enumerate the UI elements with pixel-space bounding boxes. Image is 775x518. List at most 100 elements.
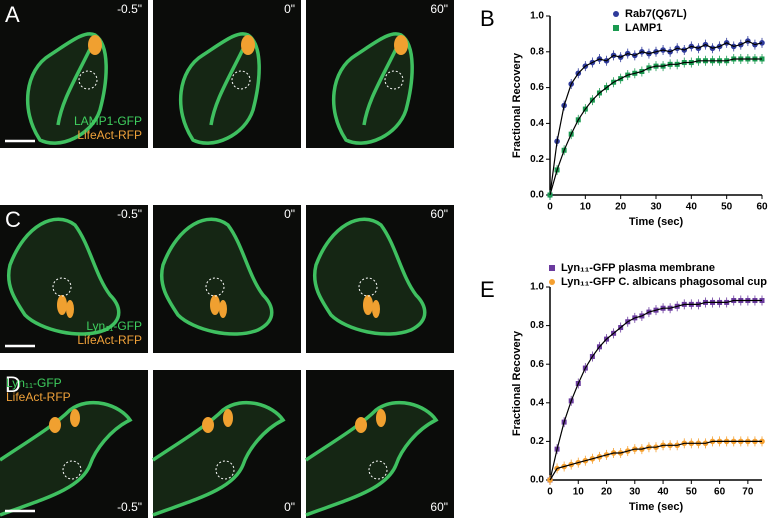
y-tick-label: 0.2 (530, 436, 544, 447)
actin-signal (70, 409, 80, 427)
panel-letter: C (5, 207, 21, 232)
bleach-roi (52, 277, 72, 297)
actin-signal (66, 300, 74, 318)
x-tick-label: 50 (721, 202, 733, 213)
cell-outline (179, 32, 261, 145)
x-tick-label: 30 (650, 202, 662, 213)
cell-image (26, 32, 108, 145)
actin-signal (49, 417, 61, 433)
legend-label: Rab7(Q67L) (625, 8, 687, 20)
x-tick-label: 70 (742, 487, 754, 498)
timestamp: 0" (284, 2, 295, 16)
channel-label: Lyn₁₁-GFP (86, 319, 142, 333)
x-tick-label: 50 (686, 487, 698, 498)
bleach-roi (368, 460, 388, 480)
bleach-roi (215, 460, 235, 480)
timestamp: 60" (430, 500, 448, 514)
timestamp: 0" (284, 207, 295, 221)
channel-label: LifeAct-RFP (77, 333, 142, 347)
cell-outline (7, 217, 121, 336)
timestamp: 60" (430, 207, 448, 221)
image-tile (153, 205, 301, 353)
y-axis-label: Fractional Recovery (511, 52, 523, 158)
timestamp: -0.5" (117, 500, 142, 514)
x-axis-label: Time (sec) (629, 501, 684, 513)
legend-marker (613, 25, 619, 31)
cell-image (7, 217, 121, 336)
cell-image (152, 400, 286, 517)
y-tick-label: 0.6 (530, 359, 544, 370)
actin-signal (372, 300, 380, 318)
image-tile (0, 0, 148, 148)
timestamp: -0.5" (117, 207, 142, 221)
image-tile (0, 205, 148, 353)
cell-image (0, 400, 133, 517)
panel-letter: B (480, 6, 495, 31)
y-tick-label: 0.0 (530, 190, 544, 201)
bleach-roi (384, 70, 404, 90)
y-tick-label: 0.0 (530, 475, 544, 486)
timestamp: 0" (284, 500, 295, 514)
legend-marker (549, 265, 555, 271)
y-tick-label: 0.8 (530, 320, 544, 331)
actin-signal (223, 409, 233, 427)
x-tick-label: 60 (714, 487, 726, 498)
image-tile (153, 0, 301, 148)
cell-image (179, 32, 261, 145)
y-axis-label: Fractional Recovery (511, 330, 523, 436)
cell-image (305, 400, 439, 517)
timestamp: -0.5" (117, 2, 142, 16)
x-tick-label: 40 (658, 487, 670, 498)
y-tick-label: 0.6 (530, 82, 544, 93)
fit-curve (549, 58, 762, 196)
y-tick-label: 1.0 (530, 282, 544, 293)
actin-signal (88, 35, 102, 55)
cell-outline (160, 217, 274, 336)
x-tick-label: 10 (573, 487, 585, 498)
legend-label: Lyn₁₁-GFP plasma membrane (561, 262, 715, 274)
x-axis-label: Time (sec) (629, 216, 684, 228)
timestamp: 60" (430, 2, 448, 16)
panel-letter: D (5, 372, 21, 397)
bleach-roi (205, 277, 225, 297)
y-tick-label: 0.8 (530, 46, 544, 57)
y-tick-label: 0.4 (530, 118, 544, 129)
y-tick-label: 1.0 (530, 11, 544, 22)
legend-label: Lyn₁₁-GFP C. albicans phagosomal cup (561, 276, 767, 288)
legend-marker (549, 279, 555, 285)
actin-signal (241, 35, 255, 55)
actin-signal (219, 300, 227, 318)
channel-label: LifeAct-RFP (6, 390, 71, 404)
cell-outline (313, 217, 427, 336)
bleach-roi (231, 70, 251, 90)
channel-label: LifeAct-RFP (77, 128, 142, 142)
cell-image (160, 217, 274, 336)
x-tick-label: 40 (686, 202, 698, 213)
actin-signal (202, 417, 214, 433)
legend-marker (613, 11, 619, 17)
actin-signal (376, 409, 386, 427)
cell-image (332, 32, 414, 145)
bleach-roi (62, 460, 82, 480)
x-tick-label: 0 (547, 487, 553, 498)
x-tick-label: 10 (580, 202, 592, 213)
panel-letter: A (5, 2, 20, 27)
image-tile (306, 205, 454, 353)
image-tile (306, 0, 454, 148)
channel-label: LAMP1-GFP (74, 114, 142, 128)
actin-signal (355, 417, 367, 433)
x-tick-label: 20 (615, 202, 627, 213)
fit-curve (549, 40, 763, 196)
x-tick-label: 30 (629, 487, 641, 498)
actin-signal (57, 295, 67, 315)
y-tick-label: 0.4 (530, 397, 544, 408)
x-tick-label: 20 (601, 487, 613, 498)
actin-signal (394, 35, 408, 55)
actin-signal (210, 295, 220, 315)
fit-curve (549, 440, 762, 481)
fit-curve (549, 299, 762, 481)
y-tick-label: 0.2 (530, 154, 544, 165)
cell-image (313, 217, 427, 336)
channel-label: Lyn₁₁-GFP (6, 376, 62, 390)
legend-label: LAMP1 (625, 22, 662, 34)
